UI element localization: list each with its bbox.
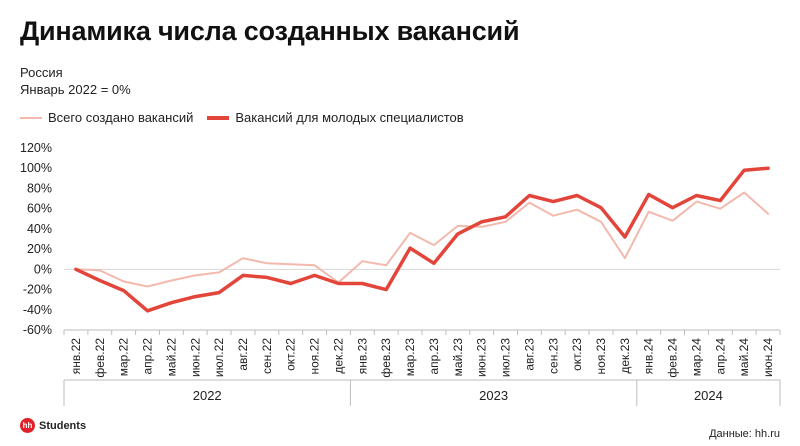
x-tick-label: май.22 [164,338,178,377]
y-tick-label: 80% [27,181,52,195]
x-tick-label: янв.23 [355,338,369,375]
x-tick-label: ноя.22 [308,338,322,375]
y-tick-label: 20% [27,242,52,256]
x-tick-label: апр.22 [141,338,155,375]
x-tick-label: июн.23 [475,338,489,377]
x-tick-label: мар.24 [689,338,703,377]
year-label: 2022 [193,388,222,403]
x-tick-label: апр.24 [713,338,727,375]
legend-label-young: Вакансий для молодых специалистов [235,110,464,125]
chart-title: Динамика числа созданных вакансий [20,16,520,46]
x-tick-label: сен.22 [260,338,274,374]
x-tick-label: авг.22 [236,338,250,371]
y-tick-label: 100% [20,161,52,175]
x-tick-label: фев.23 [379,338,393,378]
x-tick-label: дек.22 [331,338,345,374]
subtitle-region: Россия [20,65,63,80]
x-tick-label: янв.22 [69,338,83,375]
x-tick-label: фев.22 [93,338,107,378]
chart-subtitle: Россия Январь 2022 = 0% [20,64,131,98]
legend-swatch-young [207,115,230,120]
x-tick-label: июл.23 [499,338,513,377]
legend-label-total: Всего создано вакансий [48,110,194,125]
x-tick-label: май.24 [737,338,751,377]
year-label: 2023 [479,388,508,403]
x-tick-label: окт.22 [284,338,298,371]
y-tick-label: -40% [23,303,52,317]
series-line-total [74,191,770,288]
series-line-young [74,166,770,313]
x-tick-label: май.23 [451,338,465,377]
y-tick-label: 60% [27,202,52,216]
data-source: Данные: hh.ru [709,428,780,440]
y-tick-label: 120% [20,141,52,155]
x-tick-label: ноя.23 [594,338,608,375]
subtitle-baseline: Январь 2022 = 0% [20,82,131,97]
logo-text: Students [39,419,87,432]
legend-item-total: Всего создано вакансий [20,110,193,125]
x-tick-label: июл.22 [212,338,226,377]
y-tick-label: -20% [23,283,52,297]
x-tick-label: янв.24 [642,338,656,375]
x-tick-label: окт.23 [570,338,584,371]
y-tick-label: 0% [34,262,52,276]
hh-logo-icon: hh [20,418,35,433]
x-tick-label: сен.23 [546,338,560,374]
x-tick-label: фев.24 [666,338,680,378]
x-tick-label: мар.22 [117,338,131,377]
x-tick-label: июн.24 [761,338,775,377]
hh-students-logo: hh Students [20,418,86,433]
y-tick-label: -60% [23,323,52,337]
x-tick-label: апр.23 [427,338,441,375]
y-tick-label: 40% [27,222,52,236]
legend-item-young: Вакансий для молодых специалистов [207,110,464,125]
year-label: 2024 [694,388,723,403]
legend-swatch-total [20,116,42,119]
legend: Всего создано вакансий Вакансий для моло… [20,110,478,125]
x-tick-label: июн.22 [188,338,202,377]
x-tick-label: дек.23 [618,338,632,374]
x-tick-label: мар.23 [403,338,417,377]
x-tick-label: авг.23 [522,338,536,371]
